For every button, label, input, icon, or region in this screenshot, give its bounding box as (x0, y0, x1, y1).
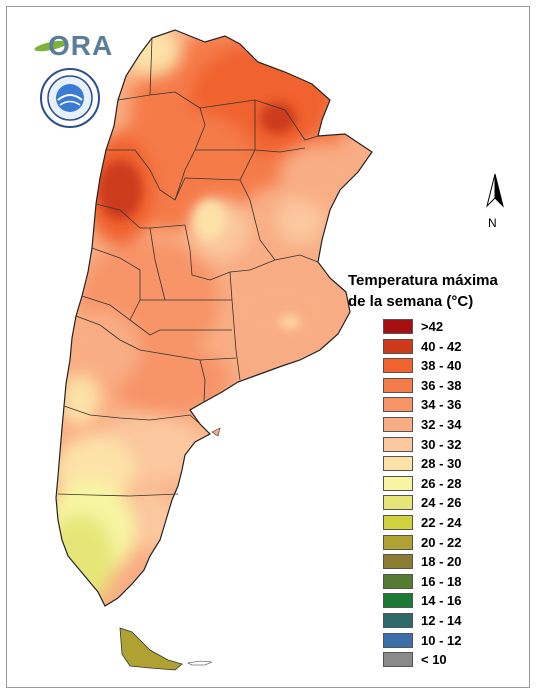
legend-swatch (383, 573, 413, 589)
legend-swatch (383, 456, 413, 472)
legend-swatch (383, 534, 413, 550)
country-outline (55, 29, 373, 607)
legend-title: Temperatura máxima de la semana (°C) (348, 270, 508, 312)
legend-swatch (383, 612, 413, 628)
legend-label: >42 (421, 319, 444, 334)
smn-seal-icon (40, 68, 100, 128)
legend-label: 16 - 18 (421, 573, 462, 589)
province-boundaries (57, 37, 319, 497)
legend-label: 32 - 34 (421, 416, 462, 432)
legend-swatch (383, 475, 413, 491)
legend-label: 30 - 32 (421, 436, 462, 452)
legend-label: < 10 (421, 652, 447, 668)
legend-swatch (383, 358, 413, 374)
legend-label: 28 - 30 (421, 456, 462, 472)
tierra-del-fuego (119, 627, 183, 671)
legend-label: 38 - 40 (421, 358, 462, 374)
legend-label: 12 - 14 (421, 612, 462, 628)
legend-swatch (383, 436, 413, 452)
legend-title-line1: Temperatura máxima (348, 272, 498, 289)
legend-swatch (383, 554, 413, 570)
ora-logo: ORA (33, 28, 112, 64)
north-label: N (488, 216, 497, 230)
legend-swatch (383, 652, 413, 668)
legend-label: 26 - 28 (421, 475, 462, 491)
map-frame (6, 6, 530, 688)
legend-swatch (383, 495, 413, 511)
legend-swatch (383, 377, 413, 393)
isla-de-los-estados (187, 660, 213, 666)
valdes-peninsula (211, 427, 221, 437)
legend-swatch (383, 514, 413, 530)
legend-swatch (383, 397, 413, 413)
legend-label: 22 - 24 (421, 514, 462, 530)
legend-label: 40 - 42 (421, 338, 462, 354)
legend-swatch (383, 416, 413, 432)
legend-swatch (383, 319, 413, 334)
legend-label: 20 - 22 (421, 534, 462, 550)
legend-label: 24 - 26 (421, 495, 462, 511)
legend-title-line2: de la semana (°C) (348, 293, 474, 310)
ora-logo-text: ORA (48, 30, 114, 61)
legend-label: 36 - 38 (421, 377, 462, 393)
legend-label: 18 - 20 (421, 554, 462, 570)
north-arrow-icon (486, 173, 504, 208)
legend-label: 10 - 12 (421, 632, 462, 648)
legend-swatch (383, 593, 413, 609)
legend-label: 34 - 36 (421, 397, 462, 413)
legend-label: 14 - 16 (421, 593, 462, 609)
legend-swatch (383, 338, 413, 354)
legend-swatch (383, 632, 413, 648)
